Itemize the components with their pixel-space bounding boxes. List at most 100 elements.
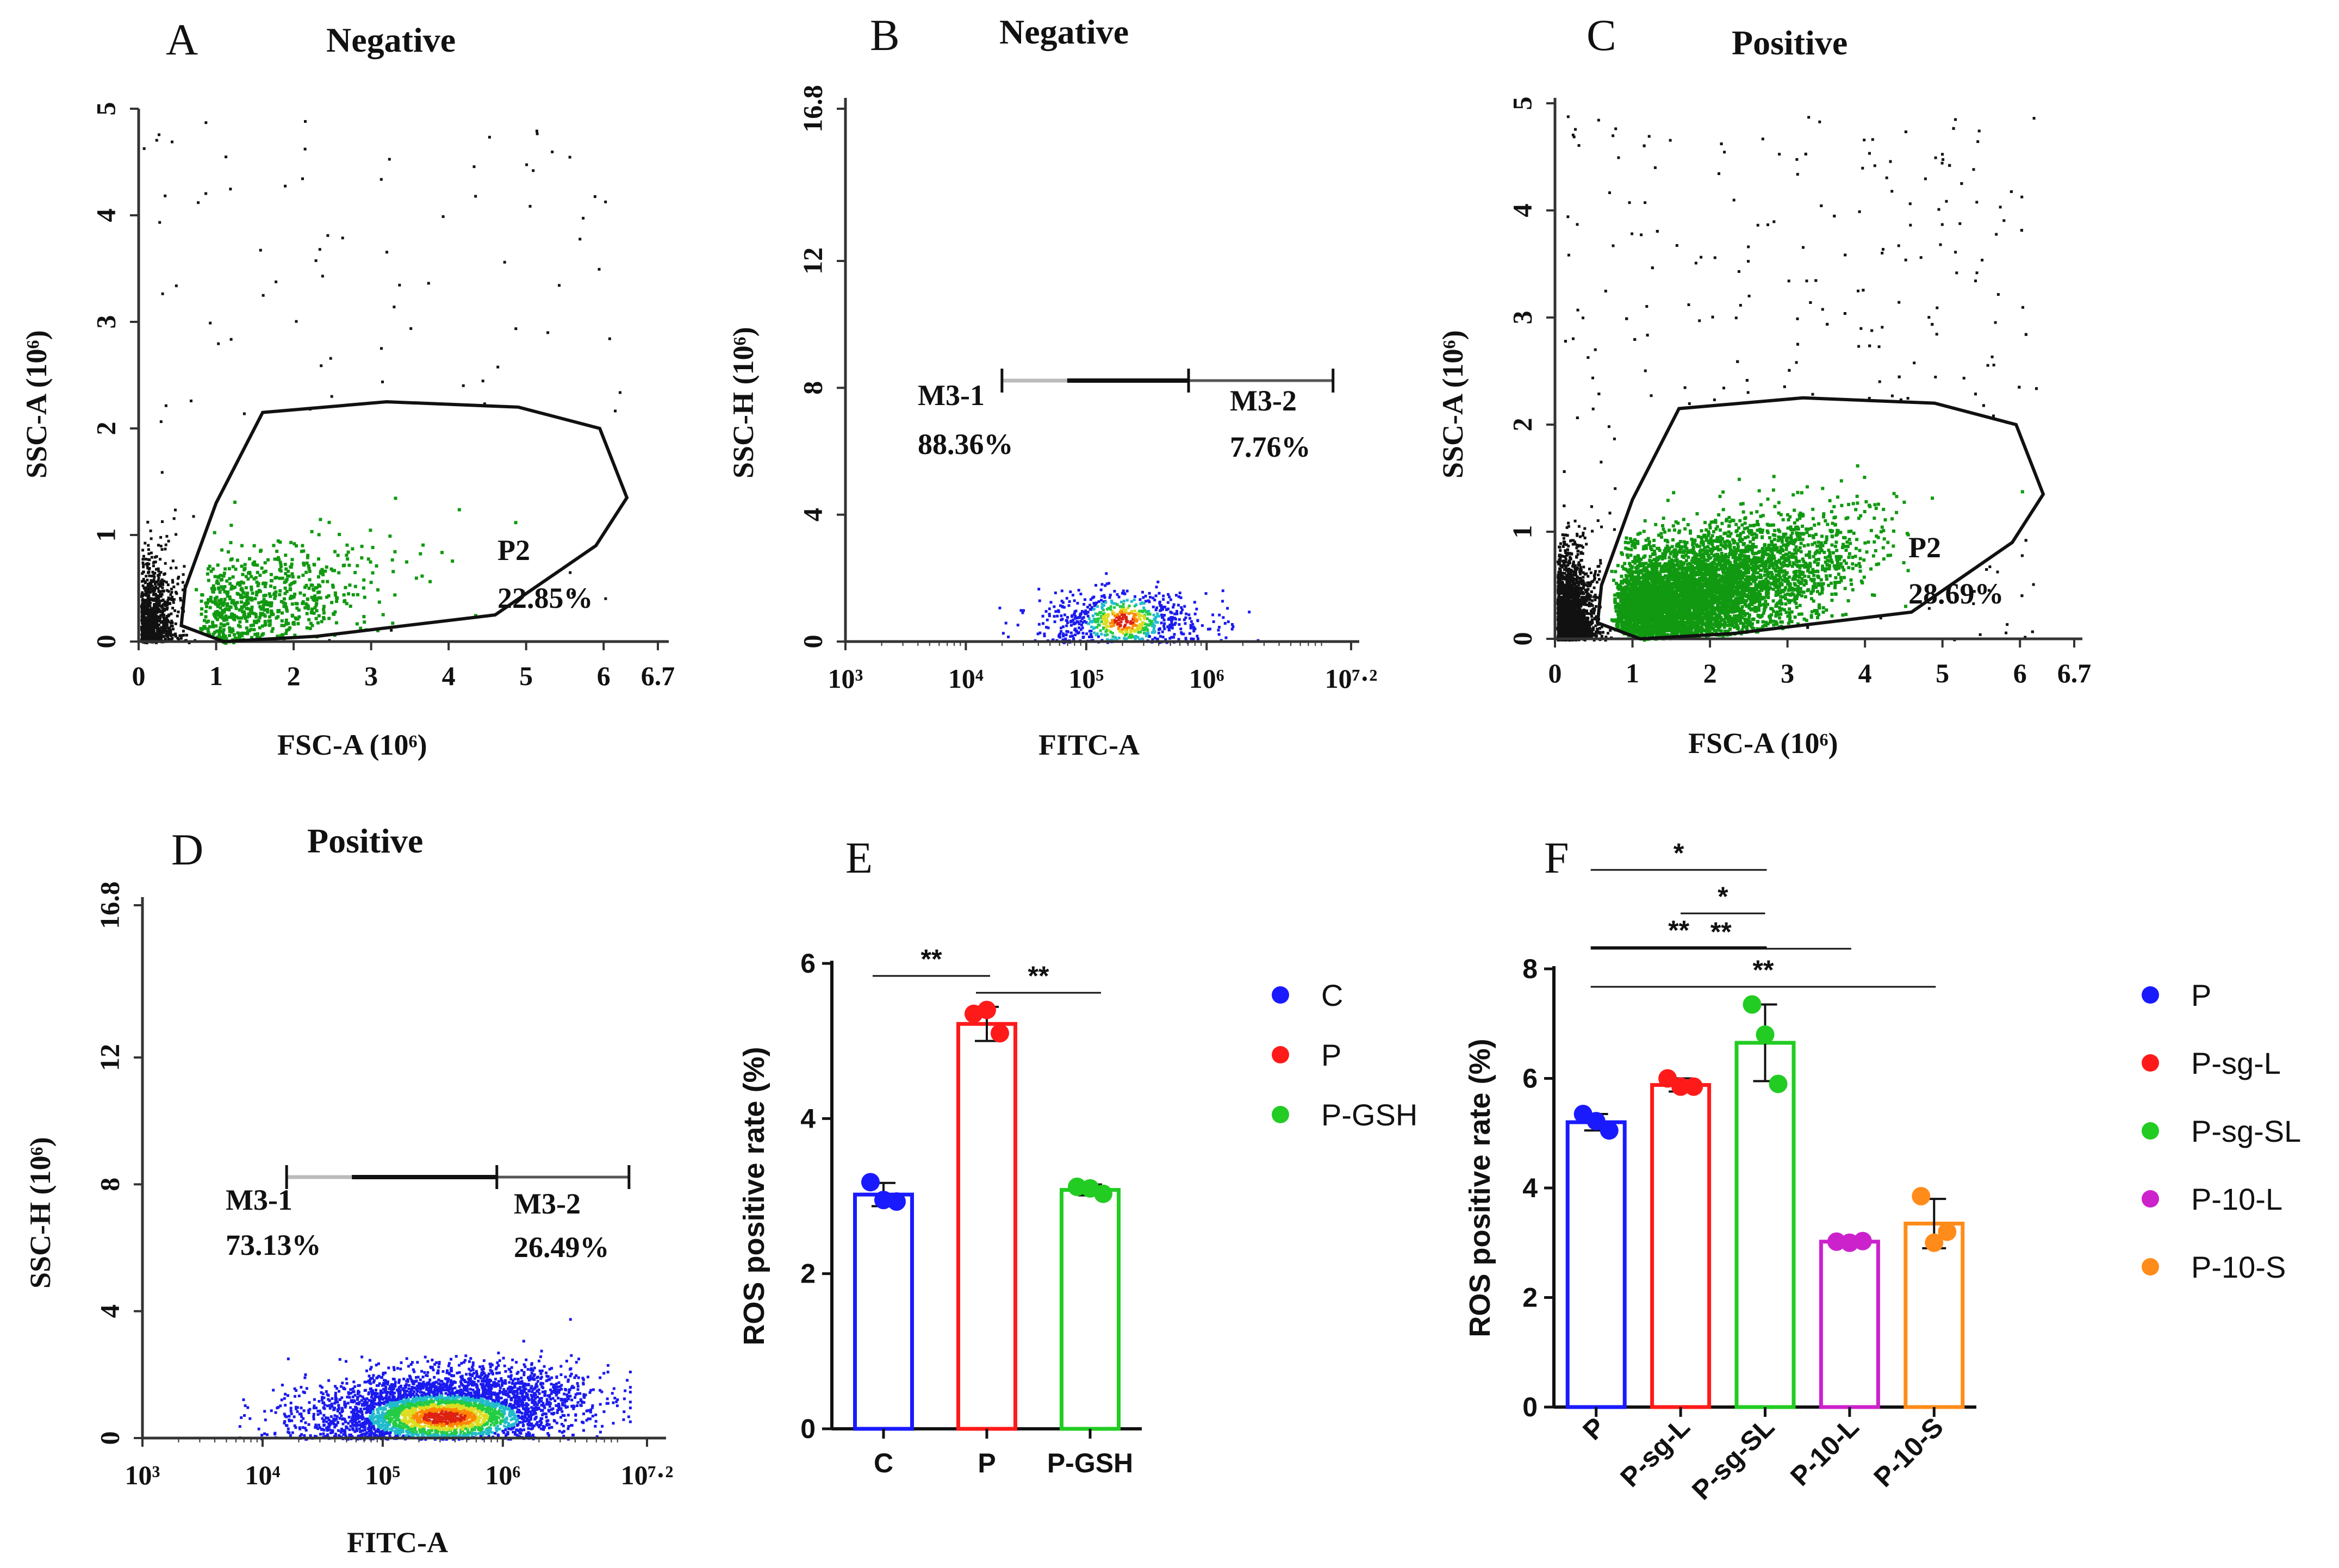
event-dot: [1822, 551, 1826, 554]
event-dot: [1720, 521, 1724, 525]
event-dot: [150, 575, 153, 577]
event-dot: [360, 556, 364, 560]
event-dot: [159, 595, 163, 598]
event-dot: [203, 625, 207, 629]
event-dot: [228, 633, 232, 637]
event-dot: [1125, 620, 1128, 623]
event-dot: [1836, 562, 1839, 566]
event-dot: [1090, 606, 1093, 609]
panel-a-letter: A: [166, 15, 198, 64]
event-dot: [302, 549, 306, 553]
event-dot: [245, 599, 249, 603]
event-dot: [1152, 596, 1155, 600]
event-dot: [1143, 629, 1146, 632]
event-dot: [315, 586, 319, 589]
event-dot: [222, 618, 226, 622]
event-dot: [301, 177, 304, 181]
event-dot: [235, 601, 239, 605]
event-dot: [155, 604, 158, 607]
event-dot: [1054, 592, 1057, 594]
event-dot: [155, 634, 158, 637]
event-dot: [266, 608, 269, 612]
event-dot: [388, 534, 392, 538]
event-dot: [362, 615, 366, 619]
event-dot: [319, 596, 322, 600]
event-dot: [145, 592, 148, 595]
event-dot: [1141, 627, 1144, 630]
event-dot: [1148, 619, 1151, 622]
event-dot: [1104, 584, 1107, 587]
event-dot: [241, 573, 245, 576]
event-dot: [276, 556, 280, 559]
event-dot: [1092, 608, 1095, 611]
event-dot: [1224, 636, 1228, 639]
event-dot: [148, 626, 152, 629]
event-dot: [1090, 625, 1093, 629]
event-dot: [1786, 542, 1789, 545]
event-dot: [1124, 609, 1128, 613]
event-dot: [1771, 599, 1775, 603]
event-dot: [164, 404, 167, 407]
event-dot: [141, 619, 144, 623]
event-dot: [262, 600, 266, 603]
event-dot: [1741, 510, 1745, 514]
event-dot: [1096, 605, 1099, 608]
event-dot: [259, 612, 263, 615]
event-dot: [266, 558, 270, 562]
event-dot: [1652, 538, 1656, 542]
event-dot: [255, 634, 259, 638]
event-dot: [166, 635, 170, 638]
event-dot: [1189, 624, 1192, 627]
event-dot: [169, 632, 172, 635]
event-dot: [228, 577, 232, 581]
event-dot: [169, 621, 172, 624]
event-dot: [307, 605, 310, 608]
event-dot: [140, 611, 144, 614]
event-dot: [1139, 627, 1142, 631]
event-dot: [215, 618, 219, 621]
event-dot: [1739, 550, 1743, 553]
event-dot: [1185, 612, 1188, 615]
event-dot: [1204, 592, 1208, 595]
event-dot: [1718, 495, 1722, 499]
event-dot: [1162, 618, 1166, 621]
y-tick-label: 8: [797, 381, 828, 395]
event-dot: [1153, 599, 1156, 602]
event-dot: [1781, 564, 1784, 568]
event-dot: [1152, 605, 1155, 608]
event-dot: [1129, 631, 1132, 634]
event-dot: [1825, 567, 1829, 571]
event-dot: [1125, 599, 1129, 602]
event-dot: [250, 605, 254, 609]
event-dot: [279, 569, 283, 573]
event-dot: [345, 602, 349, 606]
event-dot: [229, 587, 233, 591]
event-dot: [1110, 625, 1113, 628]
event-dot: [1172, 603, 1175, 606]
event-dot: [371, 571, 375, 575]
event-dot: [333, 593, 337, 597]
event-dot: [163, 580, 166, 583]
event-dot: [144, 580, 147, 583]
event-dot: [1716, 539, 1720, 543]
x-tick-label: 5: [519, 661, 533, 691]
event-dot: [1016, 624, 1019, 627]
event-dot: [1190, 637, 1193, 640]
event-dot: [1173, 617, 1176, 620]
event-dot: [1723, 596, 1727, 600]
event-dot: [1779, 545, 1783, 549]
event-dot: [263, 608, 266, 612]
event-dot: [297, 615, 301, 619]
event-dot: [248, 598, 252, 601]
event-dot: [159, 420, 163, 424]
event-dot: [1083, 611, 1086, 614]
event-dot: [1122, 603, 1125, 606]
event-dot: [1170, 611, 1173, 614]
event-dot: [1154, 619, 1157, 623]
event-dot: [1793, 615, 1797, 619]
event-dot: [217, 587, 221, 591]
event-dot: [381, 613, 385, 617]
event-dot: [1816, 616, 1819, 619]
event-dot: [259, 549, 263, 552]
event-dot: [153, 586, 156, 589]
